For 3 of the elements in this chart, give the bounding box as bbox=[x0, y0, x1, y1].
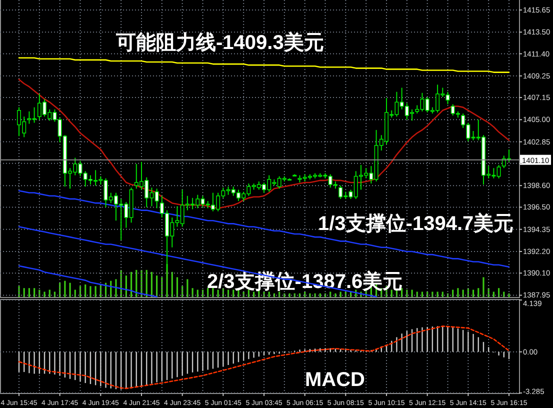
annotation: 1/3支撑位-1394.7美元 bbox=[318, 212, 514, 235]
annotation: 可能阻力线-1409.3美元 bbox=[115, 31, 324, 54]
annotation: MACD bbox=[305, 369, 365, 391]
